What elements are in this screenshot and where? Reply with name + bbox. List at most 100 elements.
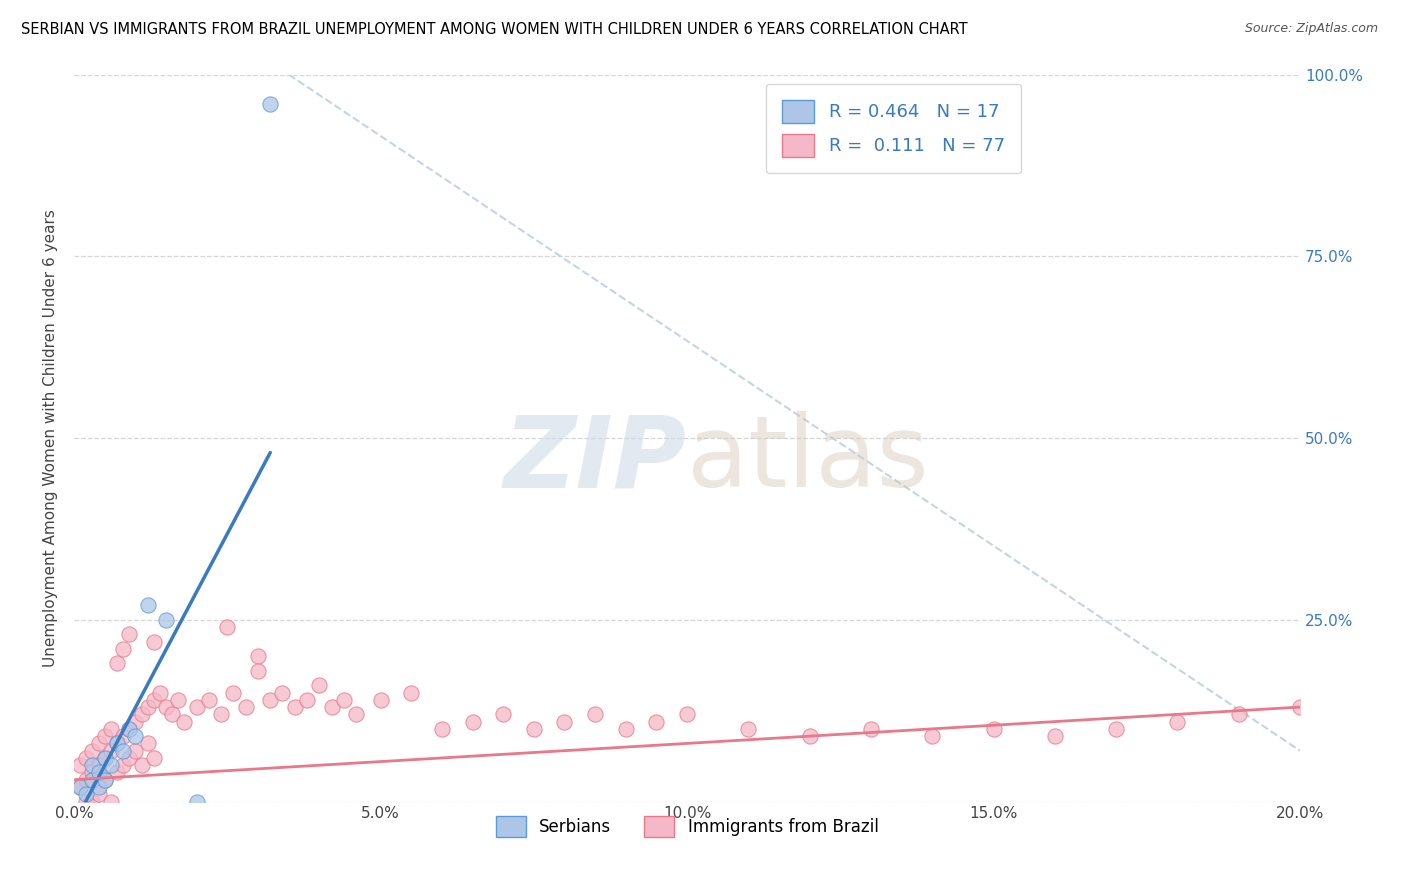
Text: atlas: atlas xyxy=(688,411,929,508)
Point xyxy=(93,751,115,765)
Point xyxy=(82,765,104,780)
Point xyxy=(118,722,141,736)
Point xyxy=(370,693,392,707)
Point xyxy=(87,787,110,801)
Point xyxy=(308,678,330,692)
Point xyxy=(124,744,146,758)
Point xyxy=(799,729,821,743)
Point xyxy=(344,707,367,722)
Point xyxy=(142,693,165,707)
Point xyxy=(75,787,97,801)
Point xyxy=(93,751,115,765)
Point xyxy=(155,700,177,714)
Point xyxy=(75,795,97,809)
Point xyxy=(124,729,146,743)
Point xyxy=(112,758,135,772)
Point xyxy=(295,693,318,707)
Point xyxy=(69,780,91,794)
Point xyxy=(186,795,208,809)
Point xyxy=(75,751,97,765)
Point xyxy=(523,722,546,736)
Text: SERBIAN VS IMMIGRANTS FROM BRAZIL UNEMPLOYMENT AMONG WOMEN WITH CHILDREN UNDER 6: SERBIAN VS IMMIGRANTS FROM BRAZIL UNEMPL… xyxy=(21,22,967,37)
Point xyxy=(209,707,232,722)
Point xyxy=(136,599,159,613)
Point xyxy=(217,620,239,634)
Point xyxy=(160,707,183,722)
Point xyxy=(333,693,356,707)
Point xyxy=(859,722,882,736)
Point xyxy=(112,729,135,743)
Point xyxy=(112,744,135,758)
Point xyxy=(100,758,122,772)
Point xyxy=(246,664,269,678)
Point xyxy=(105,657,128,671)
Point xyxy=(284,700,307,714)
Point xyxy=(271,685,294,699)
Point xyxy=(583,707,606,722)
Point xyxy=(105,736,128,750)
Y-axis label: Unemployment Among Women with Children Under 6 years: Unemployment Among Women with Children U… xyxy=(44,209,58,667)
Point xyxy=(399,685,422,699)
Point xyxy=(118,751,141,765)
Point xyxy=(118,722,141,736)
Point xyxy=(82,744,104,758)
Point xyxy=(82,758,104,772)
Point xyxy=(186,700,208,714)
Point xyxy=(1227,707,1250,722)
Point xyxy=(124,714,146,729)
Point xyxy=(1105,722,1128,736)
Text: Source: ZipAtlas.com: Source: ZipAtlas.com xyxy=(1244,22,1378,36)
Point xyxy=(921,729,943,743)
Point xyxy=(222,685,245,699)
Point xyxy=(1166,714,1188,729)
Point xyxy=(69,780,91,794)
Point xyxy=(645,714,668,729)
Point xyxy=(82,795,104,809)
Point xyxy=(82,772,104,787)
Point xyxy=(87,736,110,750)
Point xyxy=(553,714,575,729)
Point xyxy=(75,772,97,787)
Point xyxy=(112,641,135,656)
Point xyxy=(198,693,221,707)
Point xyxy=(136,700,159,714)
Point xyxy=(93,772,115,787)
Point xyxy=(155,613,177,627)
Text: ZIP: ZIP xyxy=(505,411,688,508)
Point xyxy=(100,744,122,758)
Point xyxy=(105,736,128,750)
Point xyxy=(93,772,115,787)
Point xyxy=(235,700,257,714)
Point xyxy=(676,707,699,722)
Point xyxy=(614,722,637,736)
Point xyxy=(136,736,159,750)
Point xyxy=(87,765,110,780)
Point xyxy=(430,722,453,736)
Point xyxy=(983,722,1005,736)
Point xyxy=(259,96,281,111)
Point xyxy=(131,758,153,772)
Point xyxy=(167,693,190,707)
Point xyxy=(492,707,515,722)
Point xyxy=(87,758,110,772)
Point xyxy=(105,765,128,780)
Point xyxy=(737,722,759,736)
Point xyxy=(87,780,110,794)
Point xyxy=(1043,729,1066,743)
Point xyxy=(246,649,269,664)
Point xyxy=(69,758,91,772)
Point xyxy=(118,627,141,641)
Legend: Serbians, Immigrants from Brazil: Serbians, Immigrants from Brazil xyxy=(489,809,886,844)
Point xyxy=(142,751,165,765)
Point xyxy=(93,729,115,743)
Point xyxy=(100,722,122,736)
Point xyxy=(259,693,281,707)
Point xyxy=(1289,700,1312,714)
Point xyxy=(100,795,122,809)
Point xyxy=(142,634,165,648)
Point xyxy=(173,714,195,729)
Point xyxy=(149,685,172,699)
Point xyxy=(321,700,343,714)
Point xyxy=(461,714,484,729)
Point xyxy=(131,707,153,722)
